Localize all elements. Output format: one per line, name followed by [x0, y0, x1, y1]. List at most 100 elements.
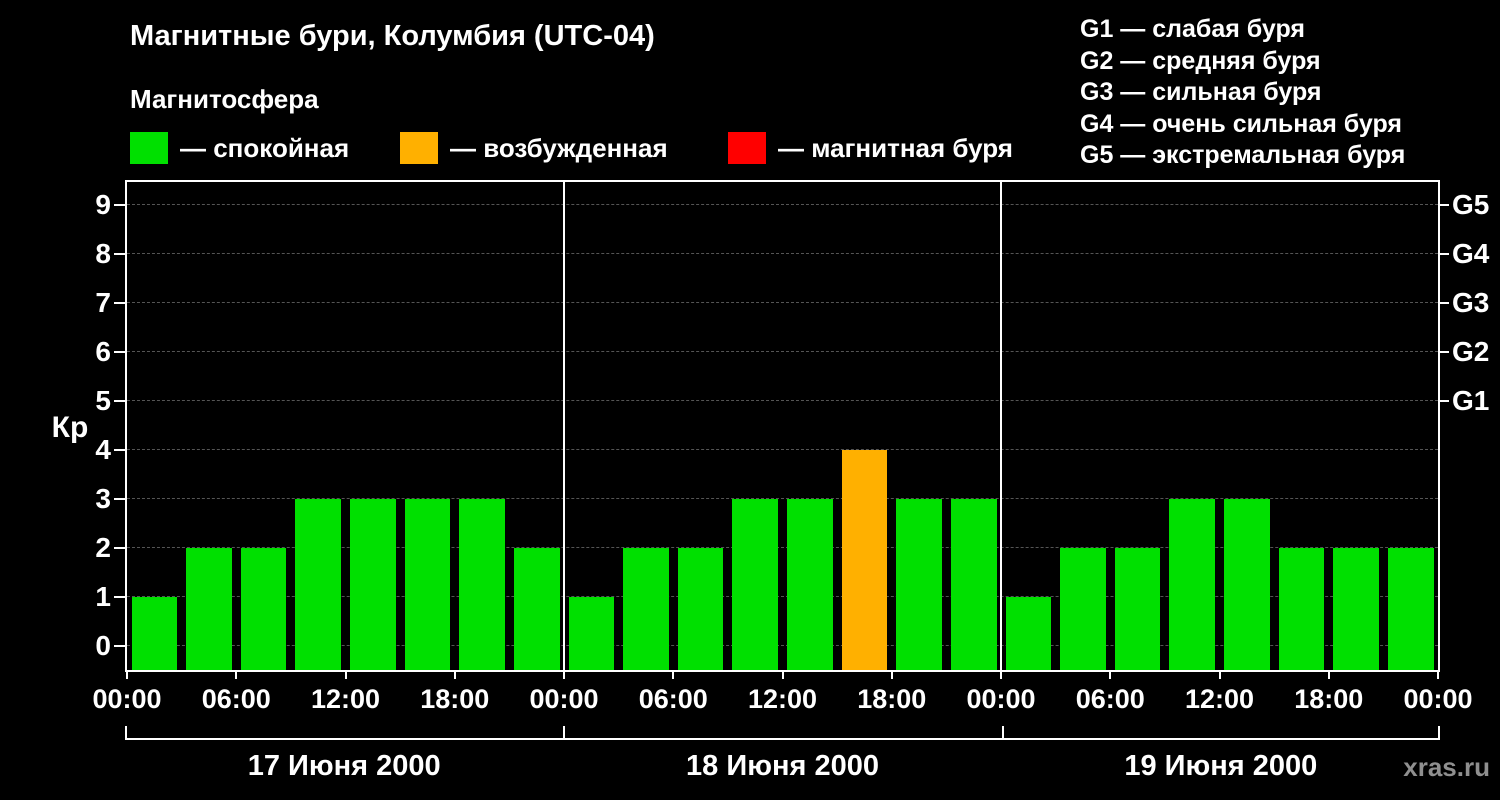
- day-separator: [1000, 182, 1002, 670]
- g-level-label: G1: [1452, 385, 1490, 416]
- y-tick: [114, 400, 125, 402]
- gridline-kp6: [127, 351, 1438, 352]
- watermark: xras.ru: [1403, 752, 1490, 782]
- kp-bar: [1169, 499, 1215, 670]
- date-label: 18 Июня 2000: [686, 750, 879, 782]
- storm-scale-item: G4 — очень сильная буря: [1080, 109, 1402, 138]
- gridline-kp5: [127, 400, 1438, 401]
- x-tick: [1109, 672, 1112, 679]
- kp-axis-label: Кр: [51, 411, 89, 444]
- x-tick-label: 00:00: [529, 684, 599, 714]
- x-tick-label: 00:00: [1403, 684, 1473, 714]
- g-level-label: G4: [1452, 238, 1490, 269]
- storm-scale-item: G1 — слабая буря: [1080, 15, 1306, 43]
- g-level-label: G3: [1452, 287, 1490, 318]
- kp-bar: [1387, 548, 1434, 670]
- y-tick-label: 9: [95, 189, 111, 220]
- date-axis-line: [125, 738, 1440, 740]
- gridline-kp4: [127, 449, 1438, 450]
- kp-bar: [896, 499, 942, 670]
- legend-label-storm: — магнитная буря: [778, 133, 1013, 163]
- page-title: Магнитные бури, Колумбия (UTC-04): [130, 20, 655, 52]
- y-tick: [114, 253, 125, 255]
- legend-label-excited: — возбужденная: [450, 133, 668, 163]
- g-level-label: G2: [1452, 336, 1490, 367]
- y-tick-label: 5: [95, 385, 111, 416]
- x-tick: [781, 672, 784, 679]
- x-tick: [890, 672, 893, 679]
- x-tick: [672, 672, 675, 679]
- kp-bar: [1114, 548, 1161, 670]
- x-tick-label: 00:00: [966, 684, 1036, 714]
- y-tick: [114, 302, 125, 304]
- gridline-kp9: [127, 204, 1438, 205]
- x-tick-label: 00:00: [92, 684, 162, 714]
- y-tick-label: 3: [95, 483, 111, 514]
- x-tick: [1000, 672, 1002, 679]
- kp-bar: [568, 597, 615, 670]
- kp-bar: [1333, 548, 1379, 670]
- kp-bar: [295, 499, 341, 670]
- legend-swatch-excited: [400, 132, 438, 164]
- date-label: 17 Июня 2000: [247, 750, 441, 782]
- kp-bar: [131, 597, 178, 670]
- kp-bar: [186, 548, 232, 670]
- y-tick: [114, 204, 125, 206]
- x-tick-label: 06:00: [1075, 684, 1145, 714]
- x-tick-label: 18:00: [857, 684, 927, 714]
- storm-scale-item: G5 — экстремальная буря: [1080, 141, 1406, 169]
- state-legend: — спокойная — возбужденная — магнитная бур…: [130, 132, 1130, 168]
- kp-bar: [950, 499, 997, 670]
- y-tick: [114, 351, 125, 353]
- gridline-kp0: [127, 645, 1438, 646]
- kp-bar: [240, 548, 287, 670]
- x-tick-label: 12:00: [747, 684, 818, 714]
- kp-bar: [1278, 548, 1325, 670]
- g-level-label: G5: [1452, 189, 1490, 220]
- kp-bar: [677, 548, 724, 670]
- gridline-kp8: [127, 253, 1438, 254]
- y-tick: [114, 596, 125, 598]
- x-tick: [453, 672, 456, 679]
- x-tick-label: 18:00: [420, 684, 490, 714]
- storm-scale-item: G3 — сильная буря: [1080, 78, 1322, 106]
- date-axis-tick: [125, 726, 127, 738]
- x-tick: [1327, 672, 1330, 679]
- y-tick-label: 0: [95, 630, 111, 661]
- kp-bar: [1224, 499, 1270, 670]
- y-tick: [114, 498, 125, 500]
- x-tick-label: 06:00: [201, 684, 271, 714]
- x-tick: [126, 672, 128, 679]
- kp-bar: [1005, 597, 1052, 670]
- x-tick: [1218, 672, 1221, 679]
- kp-bar: [623, 548, 669, 670]
- x-tick-label: 06:00: [638, 684, 708, 714]
- y-tick-label: 7: [95, 287, 111, 318]
- gridline-kp3: [127, 498, 1438, 499]
- legend-swatch-storm: [728, 132, 766, 164]
- y-tick: [114, 547, 125, 549]
- x-tick: [344, 672, 347, 679]
- kp-bar: [787, 499, 833, 670]
- kp-bar: [732, 499, 778, 670]
- kp-bar: [350, 499, 396, 670]
- y-tick: [114, 449, 125, 451]
- x-tick: [1437, 672, 1439, 679]
- y-tick: [114, 645, 125, 647]
- gridline-kp1: [127, 596, 1438, 597]
- x-tick-label: 12:00: [310, 684, 381, 714]
- y-tick-label: 8: [95, 238, 111, 269]
- y-tick-label: 2: [95, 532, 111, 563]
- day-separator: [563, 182, 565, 670]
- y-tick-label: 1: [95, 581, 111, 612]
- kp-bar: [841, 450, 888, 670]
- date-label: 19 Июня 2000: [1124, 750, 1318, 782]
- g-tick: [1440, 253, 1449, 255]
- storm-scale-legend: G1 — слабая буря G2 — средняя буря G3 — си…: [1080, 14, 1405, 172]
- gridline-kp7: [127, 302, 1438, 303]
- x-tick-label: 18:00: [1294, 684, 1364, 714]
- kp-bar: [404, 499, 451, 670]
- date-axis-tick: [563, 726, 566, 738]
- x-tick: [563, 672, 565, 679]
